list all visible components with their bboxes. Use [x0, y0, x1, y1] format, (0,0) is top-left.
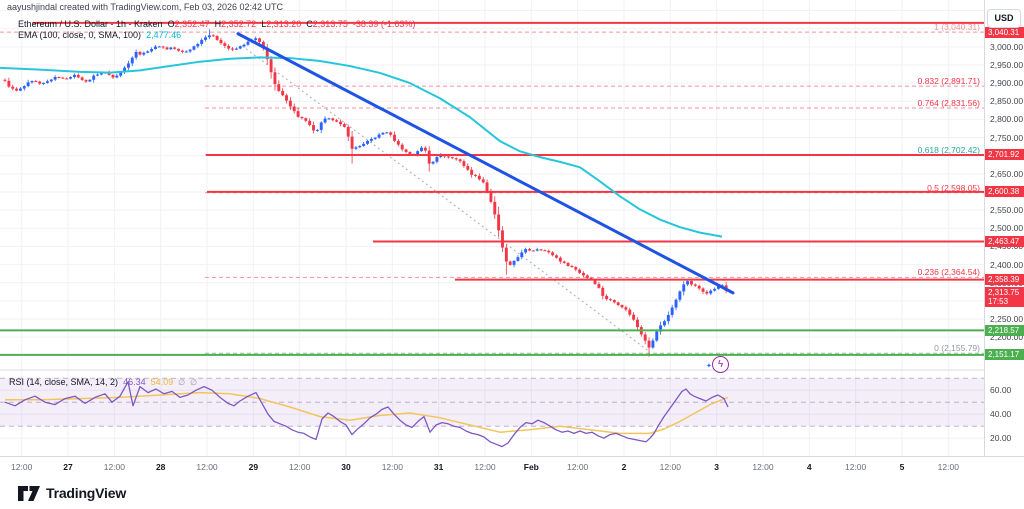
- fib-level-label: 0.5 (2,598.05): [927, 182, 980, 193]
- rsi-label: RSI (14, close, SMA, 14, 2): [9, 377, 119, 387]
- price-marker-label: 3,040.31: [985, 26, 1024, 38]
- time-tick-label: 12:00: [196, 462, 218, 472]
- time-tick-label: 28: [155, 462, 166, 472]
- time-tick-label: 29: [248, 462, 259, 472]
- price-tick-label: 2,950.00: [990, 59, 1024, 70]
- ohlc-open-value: 2,352.47: [174, 19, 210, 29]
- time-tick-label: 12:00: [289, 462, 311, 472]
- rsi-tick-label: 20.00: [990, 433, 1012, 444]
- time-tick-label: 27: [63, 462, 73, 472]
- price-tick-label: 2,750.00: [990, 132, 1024, 143]
- time-tick-label: 30: [341, 462, 351, 472]
- price-tick-label: 2,500.00: [990, 223, 1024, 234]
- tradingview-logo[interactable]: TradingView: [18, 485, 126, 501]
- ema-value: 2,477.46: [146, 30, 182, 40]
- price-tick-label: 2,550.00: [990, 205, 1024, 216]
- rsi-legend[interactable]: RSI (14, close, SMA, 14, 2) 46.34 54.09 …: [9, 377, 197, 387]
- tradingview-logo-mark: [18, 485, 40, 501]
- price-tick-label: 2,650.00: [990, 168, 1024, 179]
- ohlc-open-label: O: [167, 19, 175, 29]
- price-marker-label: 2,358.39: [985, 274, 1024, 286]
- rsi-indicator-icon[interactable]: ∅: [178, 378, 186, 387]
- price-tick-label: 2,400.00: [990, 259, 1024, 270]
- time-tick-label: 31: [433, 462, 444, 472]
- chart-plot-area[interactable]: [0, 0, 984, 456]
- price-marker-label: 2,218.57: [985, 324, 1024, 336]
- time-tick-label: 12:00: [474, 462, 496, 472]
- spark-icon: ✦: [706, 363, 712, 370]
- time-tick-label: 12:00: [103, 462, 125, 472]
- price-axis[interactable]: 3,000.00 2,950.00 2,900.00 2,850.00 2,800.00…: [984, 0, 1024, 478]
- time-tick-label: Feb: [523, 462, 539, 472]
- time-tick-label: 12:00: [752, 462, 774, 472]
- ohlc-high-value: 2,352.72: [221, 19, 257, 29]
- change-value: -38.39 (-1.63%): [352, 19, 416, 29]
- time-tick-label: 12:00: [659, 462, 681, 472]
- rsi-value: 46.34: [123, 377, 146, 387]
- rsi-tick-label: 40.00: [990, 409, 1012, 420]
- time-tick-label: 12:00: [11, 462, 33, 472]
- fib-level-label: 1 (3,040.31): [934, 22, 980, 33]
- time-tick-label: 12:00: [844, 462, 867, 472]
- time-tick-label: 12:00: [567, 462, 589, 472]
- fib-level-label: 0.618 (2,702.42): [917, 144, 980, 155]
- attribution-text: aayushjindal created with TradingView.co…: [7, 2, 283, 12]
- symbol-title: Ethereum / U.S. Dollar - 1h - Kraken: [18, 19, 163, 29]
- currency-toggle-button[interactable]: USD: [987, 9, 1021, 28]
- ohlc-high-label: H: [214, 19, 222, 29]
- fib-level-label: 0.832 (2,891.71): [917, 76, 980, 87]
- fib-level-label: 0.764 (2,831.56): [917, 97, 980, 108]
- tradingview-logo-text: TradingView: [46, 485, 127, 501]
- ohlc-low-label: L: [261, 19, 267, 29]
- price-tick-label: 2,200.00: [990, 332, 1024, 343]
- time-tick-label: 12:00: [381, 462, 403, 472]
- price-marker-label: 2,463.47: [985, 236, 1024, 248]
- ema-legend[interactable]: EMA (100, close, 0, SMA, 100) 2,477.46: [18, 30, 181, 40]
- rsi-sma-value: 54.09: [150, 377, 174, 387]
- ohlc-close-value: 2,313.75: [312, 19, 348, 29]
- price-marker-label: 2,151.17: [985, 349, 1024, 361]
- time-tick-label: 12:00: [937, 462, 959, 472]
- ema-label: EMA (100, close, 0, SMA, 100): [18, 30, 142, 40]
- fib-level-label: 0.236 (2,364.54): [917, 267, 980, 278]
- time-axis[interactable]: 12:00 27 12:00 28 12:00 29 12:00 30 12:00 31 12:00…: [0, 456, 1024, 478]
- fib-level-label: 0 (2,155.79): [934, 343, 980, 354]
- symbol-legend[interactable]: Ethereum / U.S. Dollar - 1h - Kraken O2,…: [18, 19, 415, 29]
- price-marker-label: 2,701.92: [985, 149, 1024, 161]
- flash-circle-icon[interactable]: ϟ: [712, 356, 729, 373]
- time-tick-label: 3: [714, 462, 720, 472]
- price-tick-label: 2,250.00: [990, 314, 1024, 324]
- price-tick-label: 3,000.00: [990, 41, 1024, 52]
- rsi-tick-label: 60.00: [990, 385, 1012, 396]
- price-tick-label: 2,900.00: [990, 78, 1024, 89]
- ohlc-close-label: C: [306, 19, 313, 29]
- current-price-label: 2,313.75 17:53: [985, 286, 1024, 307]
- rsi-indicator-icon-2[interactable]: ∅: [190, 378, 198, 387]
- price-marker-label: 2,600.38: [985, 186, 1024, 198]
- price-tick-label: 2,850.00: [990, 96, 1024, 107]
- time-tick-label: 2: [621, 462, 627, 472]
- time-tick-label: 4: [806, 462, 812, 472]
- time-tick-label: 5: [899, 462, 905, 472]
- ohlc-low-value: 2,313.20: [266, 19, 302, 29]
- price-tick-label: 2,800.00: [990, 114, 1024, 125]
